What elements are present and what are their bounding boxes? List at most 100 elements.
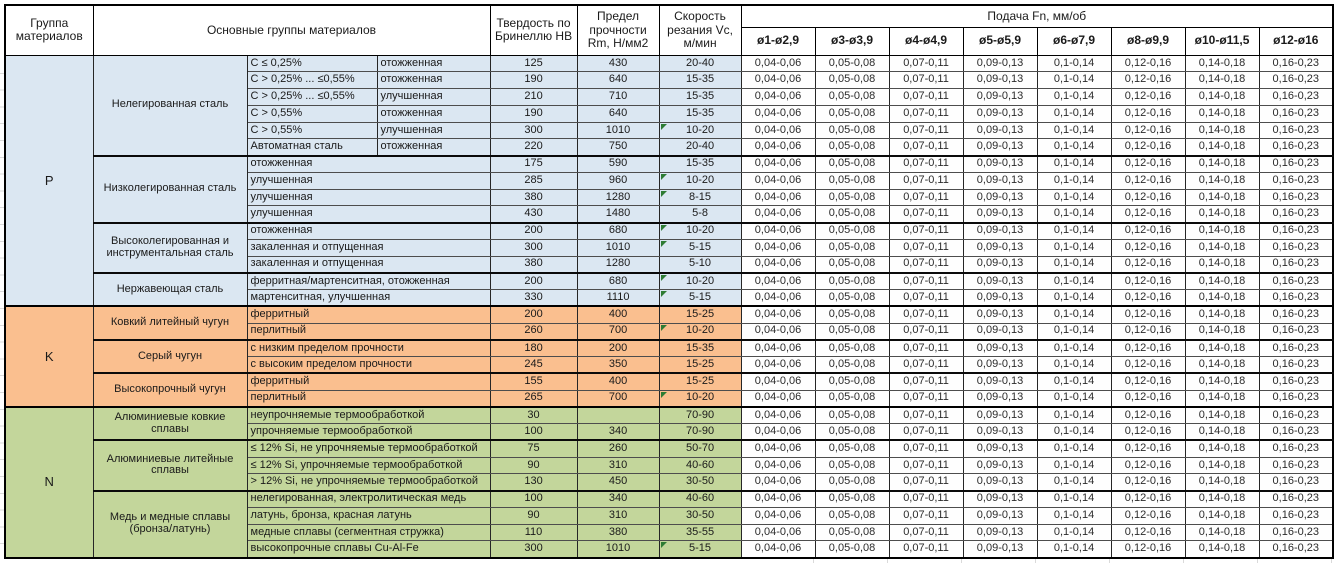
column-header-feed-diameter: ø6-ø7,9: [1036, 26, 1112, 56]
column-header-feed: Подача Fn, мм/об: [740, 4, 1334, 28]
material-desc-cell: неупрочняемые термообработкой: [246, 405, 491, 424]
feed-cell: 0,07-0,11: [888, 405, 964, 424]
hardness-cell: 200: [489, 305, 578, 324]
hardness-cell: 155: [489, 372, 578, 391]
spec-cell: C ≤ 0,25%: [246, 54, 378, 73]
feed-cell: 0,16-0,23: [1258, 154, 1334, 173]
feed-cell: 0,05-0,08: [814, 523, 890, 542]
feed-cell: 0,16-0,23: [1258, 289, 1334, 307]
feed-cell: 0,09-0,13: [962, 88, 1038, 106]
speed-cell: 15-25: [658, 356, 742, 374]
feed-cell: 0,09-0,13: [962, 489, 1038, 508]
feed-cell: 0,14-0,18: [1184, 506, 1260, 525]
group-code-cell: K: [4, 305, 94, 408]
feed-cell: 0,14-0,18: [1184, 405, 1260, 424]
feed-cell: 0,14-0,18: [1184, 540, 1260, 558]
hardness-cell: 260: [489, 322, 578, 341]
spec-cell: C > 0,25% ... ≤0,55%: [246, 88, 378, 106]
hardness-cell: 245: [489, 356, 578, 374]
feed-cell: 0,05-0,08: [814, 188, 890, 207]
feed-cell: 0,16-0,23: [1258, 473, 1334, 491]
feed-cell: 0,14-0,18: [1184, 423, 1260, 441]
strength-cell: 960: [576, 171, 660, 190]
feed-cell: 0,16-0,23: [1258, 423, 1334, 441]
feed-cell: 0,16-0,23: [1258, 523, 1334, 542]
family-name-cell: Серый чугун: [92, 338, 248, 374]
table-row: улучшенная 285 960 10-20 0,04-0,06 0,05-0,08 0…: [5, 171, 1334, 190]
speed-cell: 15-35: [658, 104, 742, 123]
note-indicator-icon: [660, 224, 667, 231]
feed-cell: 0,12-0,16: [1110, 405, 1186, 424]
feed-cell: 0,14-0,18: [1184, 456, 1260, 475]
feed-cell: 0,14-0,18: [1184, 104, 1260, 123]
table-row: мартенситная, улучшенная 330 1110 5-15 0,04-…: [5, 289, 1334, 307]
feed-cell: 0,1-0,14: [1036, 138, 1112, 156]
feed-cell: 0,04-0,06: [740, 473, 816, 491]
material-desc-cell: нелегированная, электролитическая медь: [246, 489, 491, 508]
feed-cell: 0,16-0,23: [1258, 305, 1334, 324]
feed-cell: 0,09-0,13: [962, 271, 1038, 290]
feed-cell: 0,05-0,08: [814, 456, 890, 475]
feed-cell: 0,04-0,06: [740, 221, 816, 240]
feed-cell: 0,12-0,16: [1110, 88, 1186, 106]
feed-cell: 0,07-0,11: [888, 305, 964, 324]
feed-cell: 0,14-0,18: [1184, 389, 1260, 408]
table-row: Алюминиевые литейные сплавы ≤ 12% Si, не …: [5, 439, 1334, 492]
feed-cell: 0,12-0,16: [1110, 489, 1186, 508]
feed-cell: 0,09-0,13: [962, 71, 1038, 89]
feed-cell: 0,1-0,14: [1036, 271, 1112, 290]
hardness-cell: 300: [489, 121, 578, 140]
feed-cell: 0,07-0,11: [888, 456, 964, 475]
table-row: закаленная и отпущенная 380 1280 5-10 0,04-0…: [5, 255, 1334, 274]
hardness-cell: 285: [489, 171, 578, 190]
feed-cell: 0,14-0,18: [1184, 322, 1260, 341]
feed-cell: 0,14-0,18: [1184, 88, 1260, 106]
feed-cell: 0,12-0,16: [1110, 473, 1186, 491]
feed-cell: 0,1-0,14: [1036, 121, 1112, 140]
feed-cell: 0,12-0,16: [1110, 423, 1186, 441]
feed-cell: 0,07-0,11: [888, 71, 964, 89]
feed-cell: 0,16-0,23: [1258, 205, 1334, 223]
feed-cell: 0,1-0,14: [1036, 221, 1112, 240]
feed-cell: 0,09-0,13: [962, 372, 1038, 391]
table-row: Высокопрочный чугун ферритный 155 400 15-25 0…: [5, 372, 1334, 408]
feed-cell: 0,12-0,16: [1110, 121, 1186, 140]
feed-cell: 0,05-0,08: [814, 221, 890, 240]
note-indicator-icon: [660, 391, 667, 398]
spec-cell: Автоматная сталь: [246, 138, 378, 156]
table-row: с высоким пределом прочности 245 350 15-25 0…: [5, 356, 1334, 374]
family-name-cell: Нержавеющая сталь: [92, 271, 248, 307]
speed-cell: 50-70: [658, 439, 742, 458]
feed-cell: 0,16-0,23: [1258, 456, 1334, 475]
feed-cell: 0,04-0,06: [740, 405, 816, 424]
sheet-gridlines-bottom: [740, 559, 1332, 563]
feed-cell: 0,09-0,13: [962, 289, 1038, 307]
speed-cell: 10-20: [658, 389, 742, 408]
feed-cell: 0,09-0,13: [962, 473, 1038, 491]
feed-cell: 0,16-0,23: [1258, 322, 1334, 341]
strength-cell: 680: [576, 271, 660, 290]
feed-cell: 0,12-0,16: [1110, 205, 1186, 223]
note-indicator-icon: [660, 291, 667, 297]
feed-cell: 0,04-0,06: [740, 389, 816, 408]
feed-cell: 0,16-0,23: [1258, 356, 1334, 374]
feed-cell: 0,05-0,08: [814, 121, 890, 140]
feed-cell: 0,16-0,23: [1258, 255, 1334, 274]
feed-cell: 0,12-0,16: [1110, 389, 1186, 408]
feed-cell: 0,05-0,08: [814, 322, 890, 341]
feed-cell: 0,05-0,08: [814, 423, 890, 441]
note-indicator-icon: [660, 240, 667, 247]
hardness-cell: 190: [489, 104, 578, 123]
feed-cell: 0,1-0,14: [1036, 255, 1112, 274]
feed-cell: 0,07-0,11: [888, 205, 964, 223]
feed-cell: 0,09-0,13: [962, 205, 1038, 223]
strength-cell: 350: [576, 356, 660, 374]
feed-cell: 0,16-0,23: [1258, 171, 1334, 190]
material-desc-cell: улучшенная: [246, 205, 491, 223]
hardness-cell: 190: [489, 71, 578, 89]
feed-cell: 0,05-0,08: [814, 238, 890, 257]
feed-cell: 0,07-0,11: [888, 188, 964, 207]
feed-cell: 0,04-0,06: [740, 121, 816, 140]
table-row: Серый чугун с низким пределом прочности 18…: [5, 338, 1334, 374]
feed-cell: 0,09-0,13: [962, 154, 1038, 173]
